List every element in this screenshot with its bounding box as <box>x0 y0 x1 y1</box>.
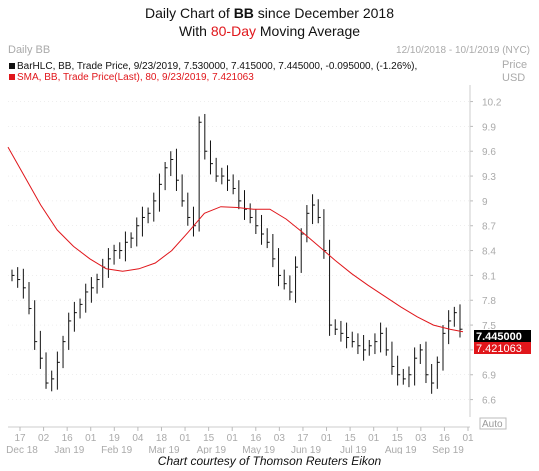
sma-value-text: 7.421063 <box>476 343 522 355</box>
y-tick-label: 7.5 <box>482 321 496 332</box>
x-tick-label: 18 <box>156 433 168 444</box>
x-tick-label: 01 <box>227 433 239 444</box>
x-tick-label: 15 <box>392 433 404 444</box>
title-line2-highlight: 80-Day <box>210 23 256 39</box>
price-axis-label: Price <box>502 59 527 71</box>
currency-label: USD <box>502 72 525 84</box>
legend: BarHLC, BB, Trade Price, 9/23/2019, 7.53… <box>9 61 417 83</box>
x-tick-label: 03 <box>415 433 427 444</box>
y-tick-label: 9.3 <box>482 172 496 183</box>
sma-line <box>7 146 464 333</box>
x-tick-label: 01 <box>179 433 191 444</box>
x-month-label: Apr 19 <box>197 445 227 454</box>
title-prefix: Daily Chart of <box>144 5 234 21</box>
x-tick-label: 16 <box>250 433 262 444</box>
y-tick-label: 8.1 <box>482 271 496 282</box>
y-tick-label: 9 <box>482 197 488 208</box>
title-line-2: With 80-Day Moving Average <box>0 22 539 40</box>
auto-scale-label: Auto <box>482 419 503 430</box>
x-month-label: Jun 19 <box>291 445 321 454</box>
x-tick-label: 01 <box>462 433 474 444</box>
last-price-value: 7.445000 <box>476 331 522 343</box>
x-tick-label: 16 <box>439 433 451 444</box>
sma-legend-swatch <box>9 74 15 80</box>
bar-legend-text: BarHLC, BB, Trade Price, 9/23/2019, 7.53… <box>17 61 417 72</box>
bar-legend-swatch <box>9 63 15 69</box>
title-line2-prefix: With <box>178 23 211 39</box>
x-tick-label: 15 <box>203 433 215 444</box>
x-month-label: Feb 19 <box>101 445 133 454</box>
x-tick-label: 03 <box>274 433 286 444</box>
x-month-label: Jan 19 <box>54 445 84 454</box>
y-tick-label: 6.6 <box>482 396 496 407</box>
y-tick-label: 6.9 <box>482 371 496 382</box>
x-tick-label: 01 <box>85 433 97 444</box>
sma-legend-text: SMA, BB, Trade Price(Last), 80, 9/23/201… <box>17 72 254 83</box>
y-tick-label: 8.4 <box>482 247 496 258</box>
title-suffix: since December 2018 <box>253 5 394 21</box>
title-line2-suffix: Moving Average <box>256 23 361 39</box>
x-tick-label: 02 <box>38 433 50 444</box>
x-month-label: Jul 19 <box>340 445 367 454</box>
y-tick-label: 7.8 <box>482 296 496 307</box>
chart-caption: Chart courtesy of Thomson Reuters Eikon <box>157 454 382 468</box>
x-month-label: Sep 19 <box>432 445 464 454</box>
x-tick-label: 17 <box>297 433 309 444</box>
x-tick-label: 16 <box>62 433 74 444</box>
x-month-label: Dec 18 <box>6 445 38 454</box>
price-bars <box>11 113 463 394</box>
date-range: 12/10/2018 - 10/1/2019 (NYC) <box>396 45 530 56</box>
x-tick-label: 01 <box>368 433 380 444</box>
x-month-label: May 19 <box>242 445 275 454</box>
x-month-label: Aug 19 <box>385 445 417 454</box>
x-tick-label: 17 <box>14 433 26 444</box>
sma-value-badge <box>474 342 531 354</box>
x-tick-label: 01 <box>321 433 333 444</box>
chart-name: Daily BB <box>8 44 50 56</box>
chart-title: Daily Chart of BB since December 2018 Wi… <box>0 4 539 40</box>
last-price-badge <box>474 330 531 342</box>
chart-background <box>0 40 539 454</box>
y-tick-label: 8.7 <box>482 222 496 233</box>
title-line-1: Daily Chart of BB since December 2018 <box>0 4 539 22</box>
x-axis: 17 02 16 01 19 04 18 01 15 01 16 03 17 01 15 01 15 03 16 01… <box>6 426 474 454</box>
title-ticker: BB <box>233 5 254 21</box>
price-chart[interactable]: Daily BB 12/10/2018 - 10/1/2019 (NYC) Pr… <box>0 40 539 454</box>
x-tick-label: 04 <box>132 433 144 444</box>
y-tick-label: 9.9 <box>482 122 496 133</box>
x-tick-label: 15 <box>345 433 357 444</box>
auto-scale-button[interactable] <box>479 417 507 430</box>
y-tick-label: 10.2 <box>482 98 502 109</box>
grid <box>8 101 470 400</box>
x-tick-label: 19 <box>109 433 121 444</box>
y-tick-label: 9.6 <box>482 147 496 158</box>
x-month-label: Mar 19 <box>148 445 180 454</box>
